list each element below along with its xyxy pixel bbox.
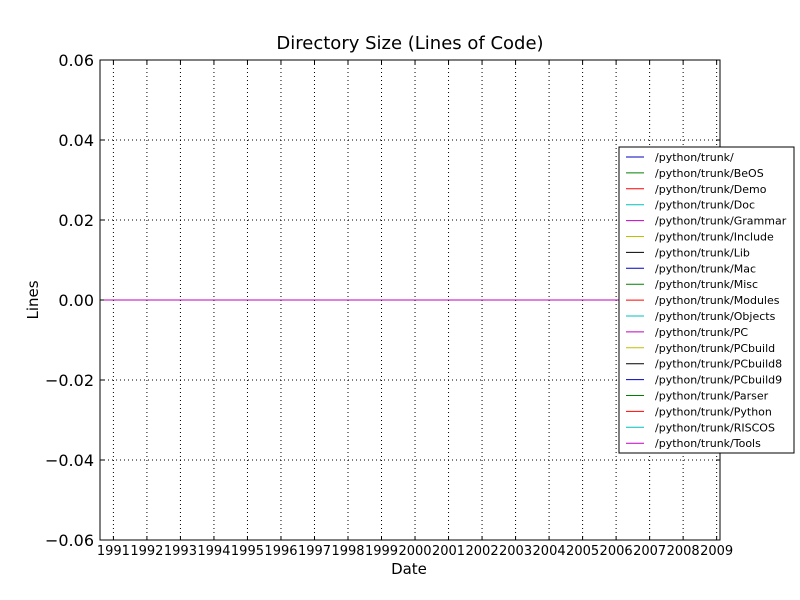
legend-label: /python/trunk/BeOS xyxy=(655,167,764,180)
x-tick-label: 1997 xyxy=(298,544,331,559)
legend-label: /python/trunk/Objects xyxy=(655,310,776,323)
x-tick-label: 2003 xyxy=(499,544,532,559)
x-tick-label: 1996 xyxy=(264,544,297,559)
y-tick-label: 0.06 xyxy=(58,51,94,70)
x-tick-label: 2000 xyxy=(398,544,431,559)
x-tick-label: 2009 xyxy=(700,544,733,559)
legend-label: /python/trunk/Parser xyxy=(655,390,769,403)
x-tick-label: 2007 xyxy=(633,544,666,559)
y-tick-label: 0.04 xyxy=(58,131,94,150)
x-tick-label: 1993 xyxy=(164,544,197,559)
legend-label: /python/trunk/PCbuild xyxy=(655,342,775,355)
y-tick-label: −0.04 xyxy=(45,451,94,470)
x-tick-label: 2006 xyxy=(600,544,633,559)
x-tick-label: 2005 xyxy=(566,544,599,559)
x-tick-label: 1999 xyxy=(365,544,398,559)
legend: /python/trunk/ /python/trunk/BeOS/python/… xyxy=(618,146,795,454)
legend-label: /python/trunk/Python xyxy=(655,405,772,418)
legend-label: /python/trunk/Include xyxy=(655,231,774,244)
y-tick-label: 0.00 xyxy=(58,291,94,310)
legend-label: /python/trunk/Demo xyxy=(655,183,767,196)
x-tick-label: 2002 xyxy=(466,544,499,559)
legend-label: /python/trunk/Doc xyxy=(655,199,755,212)
y-tick-label: −0.06 xyxy=(45,531,94,550)
legend-box xyxy=(618,146,795,454)
legend-label: /python/trunk/Modules xyxy=(655,294,780,307)
legend-label: /python/trunk/PCbuild8 xyxy=(655,358,782,371)
x-tick-label: 1998 xyxy=(331,544,364,559)
x-tick-label: 2004 xyxy=(533,544,566,559)
legend-label: /python/trunk/RISCOS xyxy=(655,421,775,434)
legend-label: /python/trunk/PCbuild9 xyxy=(655,374,782,387)
legend-entries: /python/trunk/ /python/trunk/BeOS/python/… xyxy=(626,151,787,450)
x-tick-label: 1995 xyxy=(231,544,264,559)
x-tick-label: 2001 xyxy=(432,544,465,559)
legend-label: /python/trunk/Misc xyxy=(655,278,758,291)
y-tick-label: −0.02 xyxy=(45,371,94,390)
y-tick-label: 0.02 xyxy=(58,211,94,230)
x-tick-label: 1991 xyxy=(97,544,130,559)
x-tick-label: 1992 xyxy=(130,544,163,559)
tick-layer: 1991 1992 1993 1994 1995 1996 1997 1998 1999 2000… xyxy=(45,51,733,559)
x-tick-label: 2008 xyxy=(667,544,700,559)
chart-title: Directory Size (Lines of Code) xyxy=(276,33,543,54)
y-axis-label: Lines xyxy=(24,280,42,319)
legend-label: /python/trunk/Tools xyxy=(655,437,761,450)
legend-label: /python/trunk/Lib xyxy=(655,246,750,259)
legend-label: /python/trunk/Grammar xyxy=(655,215,787,228)
legend-label: /python/trunk/ xyxy=(655,151,734,164)
x-axis-label: Date xyxy=(391,560,427,578)
legend-label: /python/trunk/PC xyxy=(655,326,748,339)
x-tick-label: 1994 xyxy=(197,544,230,559)
legend-label: /python/trunk/Mac xyxy=(655,262,756,275)
